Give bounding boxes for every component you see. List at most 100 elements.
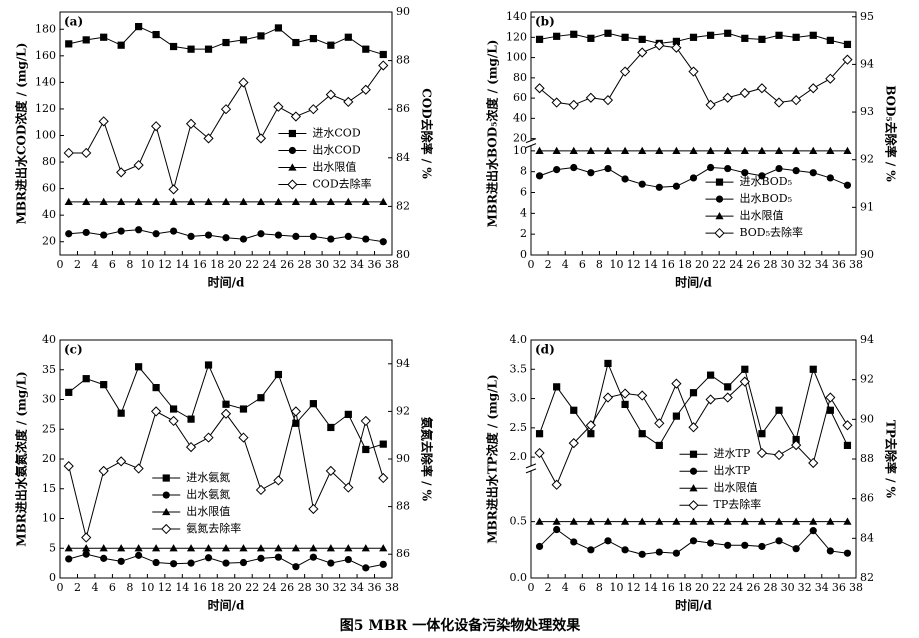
marker: [379, 238, 387, 246]
marker: [256, 197, 266, 205]
marker: [689, 174, 698, 182]
marker: [343, 482, 354, 493]
marker: [255, 484, 267, 496]
marker: [585, 92, 596, 103]
x-tick-label: 32: [798, 581, 812, 594]
marker: [792, 435, 800, 444]
x-tick-label: 12: [627, 258, 641, 271]
x-tick-label: 2: [74, 258, 81, 271]
legend-label: 进水BOD₅: [740, 175, 793, 188]
marker: [117, 197, 126, 205]
y-tick-label: 3.0: [510, 392, 528, 405]
marker: [379, 197, 388, 205]
y-axis-label: MBR进出水TP浓度 / (mg/L): [485, 374, 500, 543]
marker: [309, 34, 317, 43]
legend-label: 出水BOD₅: [740, 191, 793, 205]
marker: [152, 197, 161, 205]
marker: [187, 415, 195, 423]
legend-label: 出水限值: [740, 208, 784, 222]
marker: [309, 544, 318, 552]
marker: [758, 35, 766, 43]
legend-marker: [288, 129, 296, 138]
marker: [117, 544, 126, 552]
y-tick-label: 15: [42, 482, 56, 495]
marker: [809, 365, 817, 373]
marker: [221, 544, 231, 552]
marker: [775, 31, 783, 39]
marker: [688, 66, 699, 77]
marker: [81, 532, 92, 543]
marker: [82, 228, 90, 237]
marker: [361, 197, 370, 205]
y-tick-label: 0: [520, 248, 527, 261]
marker: [325, 465, 336, 477]
marker: [169, 544, 178, 552]
marker: [843, 146, 852, 154]
y2-tick-label: 86: [396, 102, 410, 115]
marker: [843, 181, 852, 189]
marker: [672, 412, 680, 420]
y-tick-label: 120: [35, 102, 56, 115]
marker: [671, 378, 682, 389]
marker: [620, 517, 630, 525]
marker: [308, 104, 319, 115]
y2-tick-label: 94: [860, 333, 874, 346]
marker: [621, 546, 629, 554]
marker: [672, 549, 680, 557]
marker: [722, 392, 733, 403]
legend-marker: [715, 195, 724, 203]
marker: [309, 232, 317, 241]
x-tick-label: 18: [678, 581, 692, 594]
marker: [603, 517, 613, 525]
y2-axis-label: TP去除率 / %: [884, 420, 899, 499]
marker: [379, 440, 387, 448]
x-tick-label: 16: [661, 581, 675, 594]
y-tick-label: 25: [42, 422, 56, 435]
marker: [239, 405, 248, 413]
marker: [826, 517, 835, 525]
x-tick-label: 16: [193, 581, 207, 594]
x-tick-label: 12: [158, 581, 172, 594]
x-tick-label: 38: [385, 258, 399, 271]
y-tick-label: 2: [520, 227, 527, 240]
marker: [724, 383, 732, 391]
marker: [117, 557, 125, 565]
marker: [152, 30, 160, 39]
marker: [723, 146, 732, 154]
x-tick-label: 22: [712, 581, 726, 594]
legend-label: 进水COD: [312, 127, 360, 140]
x-axis-label: 时间/d: [208, 275, 245, 290]
marker: [344, 232, 352, 241]
marker: [344, 544, 353, 552]
panel-label: (c): [64, 343, 83, 357]
marker: [257, 32, 265, 40]
y2-tick-label: 90: [396, 5, 410, 18]
marker: [757, 146, 767, 154]
marker: [100, 231, 108, 239]
plot-frame: [59, 11, 393, 256]
marker: [655, 441, 663, 450]
marker: [257, 554, 265, 562]
x-tick-label: 34: [815, 581, 829, 594]
marker: [203, 133, 214, 144]
legend-marker: [689, 484, 698, 492]
marker: [707, 31, 715, 39]
marker: [604, 537, 612, 545]
legend-marker: [689, 450, 698, 458]
marker: [308, 503, 319, 515]
y-axis-label: MBR进出水氨氮浓度 / (mg/L): [14, 371, 29, 546]
x-tick-label: 8: [126, 581, 133, 594]
marker: [552, 146, 561, 154]
legend-label: 出水限值: [714, 480, 758, 494]
x-tick-label: 18: [678, 258, 692, 271]
x-tick-label: 34: [350, 258, 364, 271]
legend-label: 出水TP: [714, 463, 751, 477]
marker: [671, 42, 682, 53]
marker: [602, 95, 614, 106]
x-tick-label: 36: [368, 258, 382, 271]
x-tick-label: 6: [109, 581, 116, 594]
marker: [740, 517, 749, 525]
legend-label: TP去除率: [714, 497, 762, 511]
marker: [655, 517, 664, 525]
legend-label: 出水COD: [312, 143, 360, 157]
